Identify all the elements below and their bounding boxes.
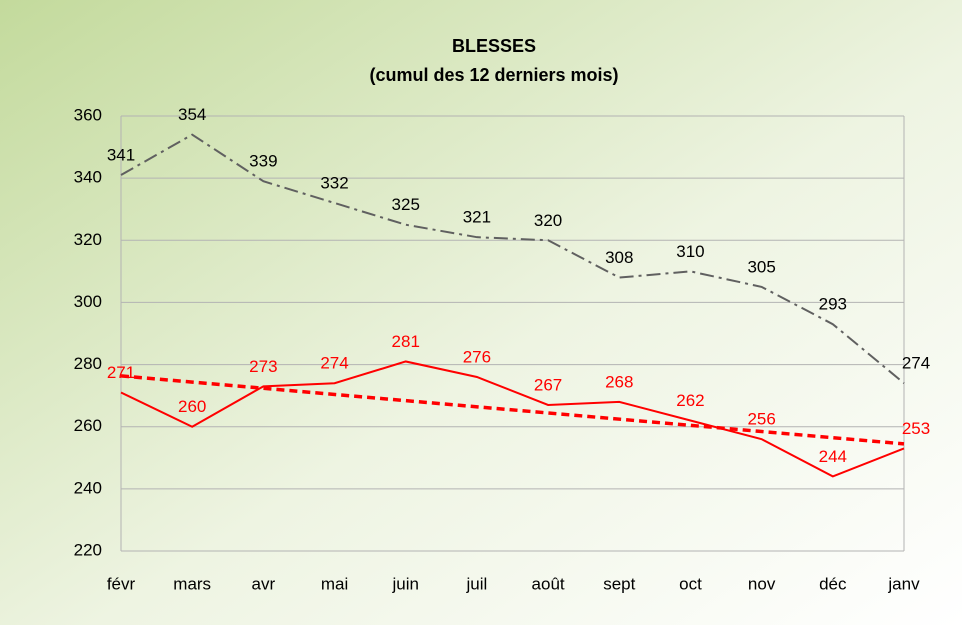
data-label: 354 [178, 105, 206, 124]
data-label: 268 [605, 372, 633, 391]
y-tick-label: 360 [74, 105, 102, 124]
data-label: 320 [534, 211, 562, 230]
x-tick-label: déc [819, 574, 847, 593]
data-label: 244 [819, 447, 847, 466]
chart-title: (cumul des 12 derniers mois) [369, 65, 618, 85]
y-tick-label: 220 [74, 540, 102, 559]
x-tick-label: avr [252, 574, 276, 593]
data-label: 341 [107, 146, 135, 165]
data-label: 273 [249, 357, 277, 376]
x-tick-label: juin [391, 574, 418, 593]
chart-title: BLESSES [452, 36, 536, 56]
data-label: 253 [902, 419, 930, 438]
trend-line [120, 374, 905, 446]
y-tick-label: 320 [74, 230, 102, 249]
data-label: 293 [819, 295, 847, 314]
data-label: 256 [747, 410, 775, 429]
x-tick-label: oct [679, 574, 702, 593]
data-label: 262 [676, 391, 704, 410]
x-tick-label: mai [321, 574, 348, 593]
data-label: 325 [392, 195, 420, 214]
x-tick-label: févr [107, 574, 136, 593]
y-tick-label: 240 [74, 478, 102, 497]
x-tick-label: mars [173, 574, 211, 593]
data-label: 274 [902, 354, 930, 373]
data-label: 276 [463, 347, 491, 366]
series-line [120, 360, 905, 478]
data-label: 274 [320, 354, 348, 373]
x-tick-label: juil [466, 574, 488, 593]
data-label: 271 [107, 363, 135, 382]
data-label: 281 [392, 332, 420, 351]
x-tick-label: janv [887, 574, 920, 593]
y-tick-label: 260 [74, 416, 102, 435]
data-label: 332 [320, 173, 348, 192]
y-tick-label: 280 [74, 354, 102, 373]
y-tick-label: 340 [74, 168, 102, 187]
data-label: 321 [463, 208, 491, 227]
data-label: 260 [178, 397, 206, 416]
x-tick-label: août [532, 574, 565, 593]
x-tick-label: sept [603, 574, 635, 593]
data-label: 267 [534, 375, 562, 394]
data-label: 308 [605, 248, 633, 267]
data-label: 305 [747, 257, 775, 276]
data-label: 310 [676, 242, 704, 261]
y-tick-label: 300 [74, 292, 102, 311]
x-tick-label: nov [748, 574, 776, 593]
data-label: 339 [249, 152, 277, 171]
